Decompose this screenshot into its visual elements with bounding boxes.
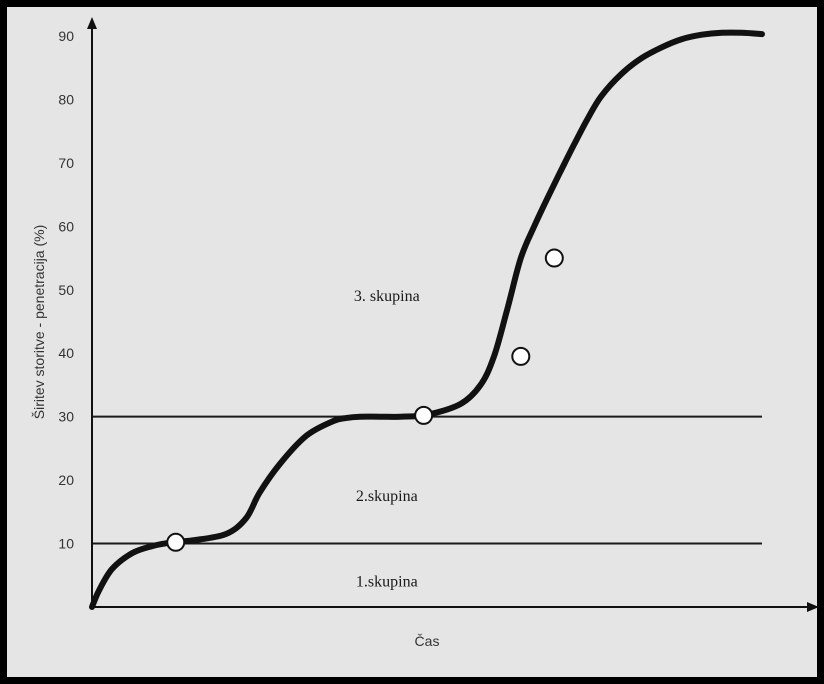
y-tick-label-30: 30 [58,409,74,425]
y-tick-label-60: 60 [58,218,74,234]
y-tick-label-20: 20 [58,472,74,488]
curve-marker-2 [414,405,434,425]
region-label-2: 2.skupina [356,488,418,505]
curve-marker-4 [544,248,564,268]
y-tick-label-70: 70 [58,155,74,171]
y-tick-label-80: 80 [58,91,74,107]
curve-marker-1 [166,532,186,552]
y-tick-label-50: 50 [58,282,74,298]
y-tick-label-10: 10 [58,536,74,552]
region-label-3: 3. skupina [354,288,420,305]
y-tick-label-40: 40 [58,345,74,361]
region-label-1: 1.skupina [356,574,418,591]
y-tick-label-90: 90 [58,28,74,44]
curve-marker-3 [511,346,531,366]
penetration-curve [89,29,765,610]
y-axis-title: Širitev storitve - penetracija (%) [31,225,47,420]
x-axis-title: Čas [415,633,440,649]
